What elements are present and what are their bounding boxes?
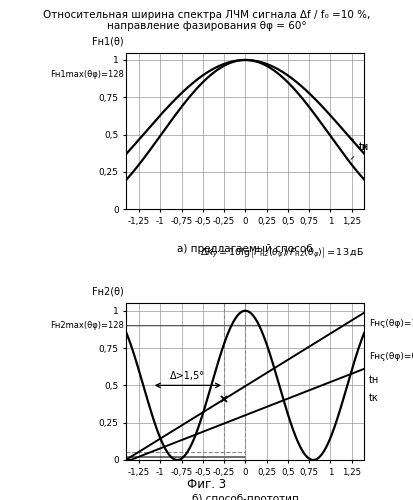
Text: б) способ-прототип: б) способ-прототип bbox=[191, 494, 298, 500]
Text: Fн1(θ): Fн1(θ) bbox=[92, 36, 123, 46]
Text: $\Delta K_y=10\lg\left[F_{\mathsf{н}2}(\theta_\varphi)/F_{\mathsf{н}2}(\theta_\v: $\Delta K_y=10\lg\left[F_{\mathsf{н}2}(\… bbox=[199, 246, 363, 260]
Text: Fн1max(θφ)=128: Fн1max(θφ)=128 bbox=[50, 70, 123, 78]
Text: Фиг. 3: Фиг. 3 bbox=[187, 478, 226, 491]
Text: tк: tк bbox=[350, 138, 368, 152]
Text: Fнς(θφ)=1: Fнς(θφ)=1 bbox=[368, 319, 413, 328]
Text: tк: tк bbox=[368, 393, 378, 403]
Text: направление фазирования θφ = 60°: направление фазирования θφ = 60° bbox=[107, 21, 306, 31]
Text: Fнς(θφ)=0,05: Fнς(θφ)=0,05 bbox=[368, 352, 413, 361]
Text: Fн2(θ): Fн2(θ) bbox=[92, 287, 123, 297]
Text: tн: tн bbox=[350, 142, 368, 160]
Text: Δ>1,5°: Δ>1,5° bbox=[170, 371, 204, 381]
Text: а) предлагаемый способ: а) предлагаемый способ bbox=[177, 244, 312, 254]
Text: tн: tн bbox=[368, 375, 378, 385]
Text: Относительная ширина спектра ЛЧМ сигнала Δf / f₀ =10 %,: Относительная ширина спектра ЛЧМ сигнала… bbox=[43, 10, 370, 20]
Text: Fн2max(θφ)=128: Fн2max(θφ)=128 bbox=[50, 320, 123, 330]
